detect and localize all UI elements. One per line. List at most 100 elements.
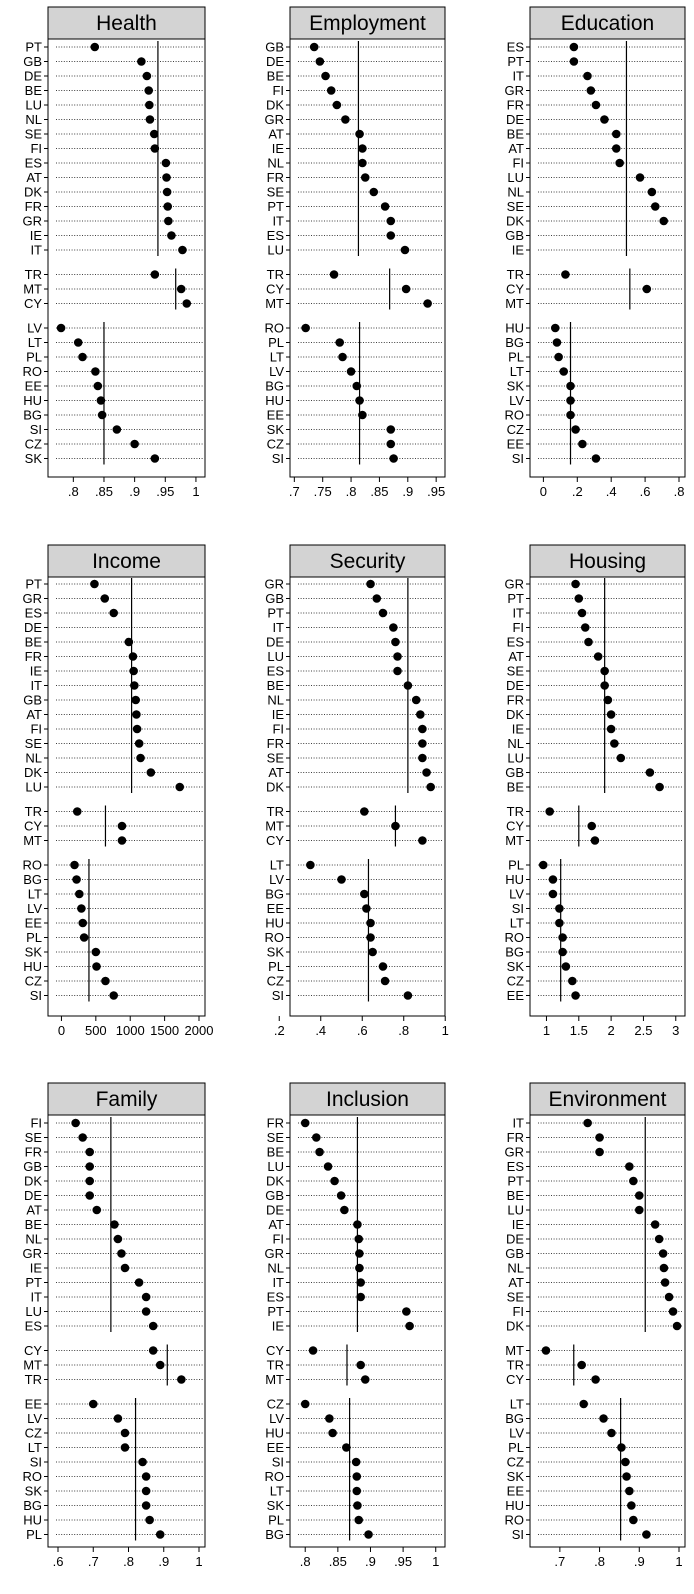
data-point [141,1472,151,1481]
country-label: MT [23,833,42,848]
data-point [568,976,577,986]
data-point [356,1278,365,1287]
country-label: HU [23,393,42,408]
data-point [393,652,402,661]
data-point [358,158,367,168]
x-tick-label: 3 [672,1023,679,1038]
plot-frame [289,38,446,478]
data-point [145,1515,154,1525]
country-label: GB [505,765,524,780]
country-label: LT [510,1397,524,1412]
country-label: FI [512,620,524,635]
data-point [340,1205,349,1215]
country-label: GB [23,54,42,69]
country-label: FR [25,199,42,214]
country-label: CZ [507,422,524,437]
country-label: DK [266,780,284,795]
country-label: GR [505,577,525,592]
country-label: SE [25,1130,43,1145]
country-label: PT [25,40,42,55]
x-tick-label: 1 [675,1554,682,1569]
country-label: SI [512,451,524,466]
country-label: TR [267,267,284,282]
data-point [162,173,171,182]
panel-title-strip [47,6,206,40]
country-label: LT [270,350,284,365]
data-point [402,1307,411,1316]
country-label: BG [505,1411,524,1426]
data-point [386,216,396,226]
data-point [326,86,336,95]
x-tick-label: .8 [398,1023,409,1038]
country-label: AT [26,1203,42,1218]
panel-title: Inclusion [326,1088,409,1111]
data-point [117,836,127,845]
country-label: RO [265,321,285,336]
data-point [93,381,103,391]
data-point [128,652,138,661]
data-point [405,1321,414,1331]
data-point [79,933,89,942]
country-label: BG [23,1498,42,1513]
country-label: FI [512,156,524,171]
country-label: FR [25,649,42,664]
country-label: PT [507,54,524,69]
data-point [541,1346,551,1355]
country-label: EE [25,916,43,931]
country-label: BG [265,1527,284,1542]
data-point [141,1307,151,1316]
country-label: IT [30,1290,42,1305]
country-label: SK [267,945,285,960]
country-label: NL [267,1261,284,1276]
plot-frame [47,576,206,1017]
country-label: IT [30,678,42,693]
country-label: ES [25,1319,43,1334]
data-point [616,753,626,763]
data-point [378,608,388,618]
country-label: IE [272,1319,285,1334]
country-label: RO [265,1469,285,1484]
country-label: IE [512,722,525,737]
country-label: LT [270,1484,284,1499]
country-label: CZ [25,974,42,989]
data-point [603,695,613,705]
country-label: FI [30,141,42,156]
country-label: IT [272,214,284,229]
data-point [346,367,356,376]
x-tick-label: 2.5 [634,1023,652,1038]
country-label: IE [512,1217,525,1232]
country-label: IE [30,1261,43,1276]
country-label: LT [510,916,524,931]
country-label: LV [269,1411,284,1426]
data-point [611,144,621,153]
country-label: TR [25,267,42,282]
x-tick-label: .85 [95,484,113,499]
country-label: SI [512,1527,524,1542]
country-label: GB [23,1159,42,1174]
country-label: PL [26,930,42,945]
country-label: LV [27,321,42,336]
data-point [426,782,436,792]
data-point [141,1501,151,1510]
x-tick-label: 1 [195,1554,202,1569]
x-tick-label: 2000 [185,1023,214,1038]
country-label: LU [507,751,524,766]
data-point [386,231,396,240]
data-point [672,1321,682,1331]
data-point [131,695,141,705]
panel-title-strip [529,544,686,578]
country-label: PL [26,1527,42,1542]
country-label: BE [25,1217,43,1232]
panel-title-strip [47,544,206,578]
data-point [109,991,119,1000]
country-label: MT [265,296,284,311]
data-point [336,1191,346,1200]
country-label: DK [266,1174,284,1189]
country-label: CY [24,296,42,311]
country-label: DE [24,620,42,635]
country-label: HU [505,321,524,336]
data-point [386,425,396,434]
country-label: SK [25,1484,43,1499]
data-point [577,608,587,618]
